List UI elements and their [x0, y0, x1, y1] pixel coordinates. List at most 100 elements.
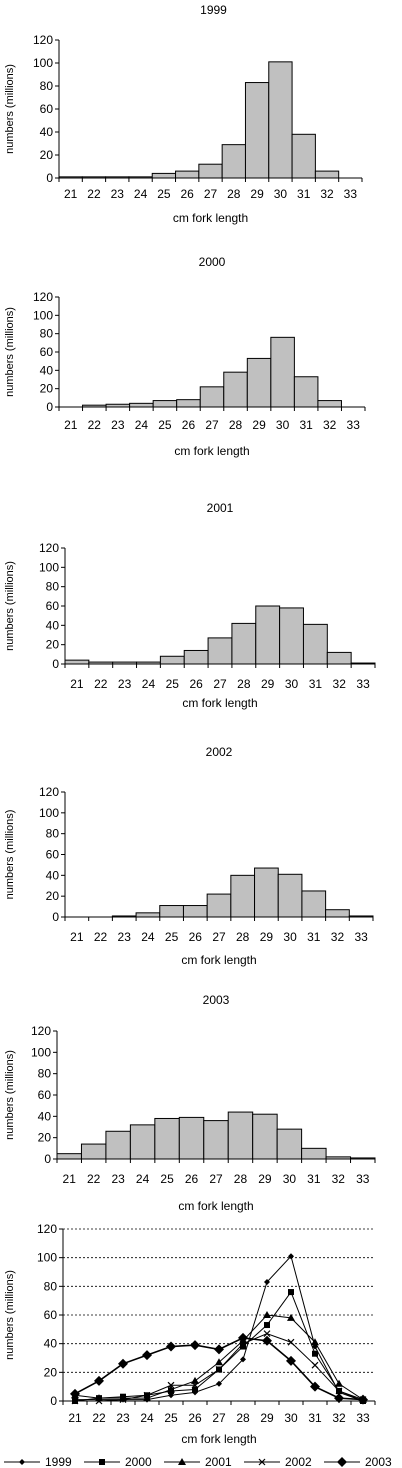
- x-tick-label: 32: [323, 418, 337, 432]
- point-2000-30: [288, 1289, 294, 1296]
- series-line-1999: [75, 1255, 364, 1402]
- x-tick-label: 26: [181, 187, 195, 201]
- bar-28: [230, 874, 256, 918]
- legend-label: 2002: [285, 1455, 312, 1468]
- x-tick-label: 21: [63, 1172, 77, 1186]
- point-2003-28: [238, 1332, 248, 1343]
- x-tick-label: 22: [94, 930, 108, 944]
- point-2001-27: [215, 1358, 223, 1366]
- y-tick-label: 20: [40, 148, 54, 162]
- x-tick-label: 33: [356, 677, 370, 691]
- chart-title: 1999: [200, 3, 227, 17]
- x-tick-label: 27: [212, 930, 226, 944]
- legend-marker-1999: [19, 1459, 25, 1465]
- legend-label: 2000: [125, 1455, 152, 1468]
- bar-24: [129, 402, 154, 408]
- x-tick-label: 32: [331, 930, 345, 944]
- bar-25: [154, 1117, 180, 1160]
- bar-21: [64, 659, 90, 665]
- point-2003-25: [166, 1341, 176, 1352]
- bar-29: [255, 605, 281, 665]
- series-2001: [71, 1311, 367, 1403]
- y-tick-label: 100: [37, 1251, 57, 1265]
- x-tick-label: 31: [299, 418, 313, 432]
- x-tick-label: 26: [182, 418, 196, 432]
- point-2003-32: [334, 1393, 344, 1404]
- bar-27: [207, 637, 233, 665]
- y-tick-label: 60: [46, 599, 60, 613]
- y-tick-label: 100: [39, 806, 59, 820]
- x-tick-label: 22: [88, 418, 102, 432]
- x-tick-label: 21: [70, 930, 84, 944]
- bar-31: [302, 623, 328, 665]
- x-tick-label: 32: [320, 187, 334, 201]
- bar-31: [291, 133, 316, 179]
- bar-26: [178, 1116, 205, 1160]
- y-tick-label: 80: [40, 327, 54, 341]
- chart-title: 2003: [203, 993, 230, 1007]
- bar-27: [203, 1120, 229, 1160]
- y-tick-label: 60: [38, 1088, 52, 1102]
- series-2002: [71, 1330, 367, 1405]
- point-2002-25: [167, 1381, 175, 1389]
- y-tick-label: 100: [33, 308, 53, 322]
- x-tick-label: 33: [344, 187, 358, 201]
- x-tick-label: 27: [212, 1411, 226, 1425]
- bar-25: [159, 905, 184, 918]
- x-tick-label: 30: [284, 1411, 298, 1425]
- x-tick-label: 27: [209, 1172, 223, 1186]
- x-tick-label: 21: [64, 418, 78, 432]
- y-tick-label: 40: [44, 1337, 58, 1351]
- point-2002-28: [239, 1340, 247, 1348]
- bar-27: [199, 386, 225, 408]
- y-tick-label: 0: [52, 910, 59, 924]
- x-tick-label: 22: [94, 677, 108, 691]
- bar-32: [317, 400, 342, 408]
- y-tick-label: 20: [46, 638, 60, 652]
- x-tick-label: 27: [213, 677, 227, 691]
- bar-29: [244, 82, 270, 179]
- y-tick-label: 100: [31, 1045, 51, 1059]
- bar-27: [206, 893, 232, 918]
- x-tick-label: 24: [141, 930, 155, 944]
- x-tick-label: 31: [297, 187, 311, 201]
- y-tick-label: 20: [38, 1131, 52, 1145]
- x-tick-label: 25: [158, 418, 172, 432]
- x-tick-label: 27: [204, 187, 218, 201]
- legend-label: 2003: [365, 1455, 392, 1468]
- x-tick-label: 30: [285, 677, 299, 691]
- x-tick-label: 21: [68, 1411, 82, 1425]
- point-2003-31: [310, 1381, 320, 1392]
- bar-29: [252, 1113, 278, 1160]
- point-2000-28: [240, 1343, 246, 1350]
- point-2001-31: [311, 1338, 319, 1346]
- x-axis-label: cm fork length: [182, 696, 257, 710]
- point-2003-30: [286, 1355, 296, 1366]
- bar-29: [246, 357, 272, 408]
- x-tick-label: 25: [166, 677, 180, 691]
- x-tick-label: 24: [136, 1172, 150, 1186]
- y-axis-label: numbers (millions): [4, 1050, 16, 1140]
- bar-25: [151, 172, 177, 179]
- bar-29: [254, 867, 279, 918]
- y-tick-label: 100: [33, 56, 53, 70]
- x-tick-label: 33: [354, 930, 368, 944]
- point-2001-32: [335, 1379, 343, 1387]
- chart-panel-3: 2002 0 20 40 60 80 100 120 21 22 23 24 25 26 27 28 29 30 3…: [4, 745, 374, 967]
- y-tick-label: 0: [46, 171, 53, 185]
- y-tick-label: 120: [39, 785, 59, 799]
- point-2001-29: [263, 1311, 271, 1318]
- x-tick-label: 31: [307, 930, 321, 944]
- chart-panel-5: 0 20 40 60 80 100 120 21 22 23 24 25 26 27 28 29 30 31 32 3…: [4, 1222, 392, 1468]
- x-tick-label: 24: [142, 677, 156, 691]
- x-tick-label: 26: [189, 930, 203, 944]
- x-tick-label: 26: [189, 677, 203, 691]
- point-1999-27: [216, 1380, 222, 1387]
- y-tick-label: 0: [46, 400, 53, 414]
- point-2000-31: [312, 1350, 318, 1357]
- x-tick-label: 25: [164, 1411, 178, 1425]
- point-2001-30: [287, 1313, 295, 1321]
- y-tick-label: 60: [40, 102, 54, 116]
- bar-31: [293, 376, 319, 408]
